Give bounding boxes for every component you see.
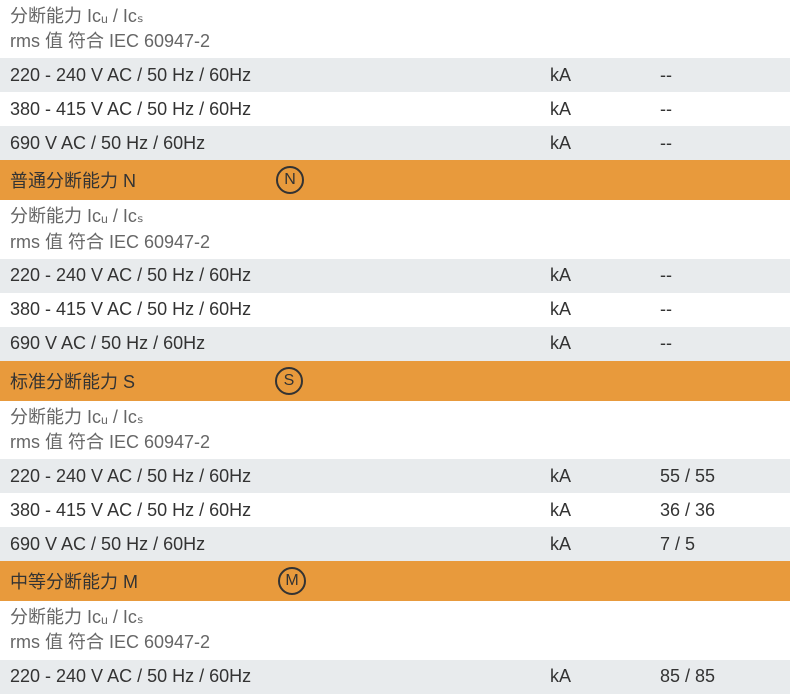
row-value: 7 / 5 [660, 534, 780, 555]
row-unit: kA [550, 466, 660, 487]
table-row: 380 - 415 V AC / 50 Hz / 60Hz kA 36 / 36 [0, 493, 790, 527]
row-label: 380 - 415 V AC / 50 Hz / 60Hz [10, 99, 550, 120]
table-row: 690 V AC / 50 Hz / 60Hz kA -- [0, 327, 790, 361]
row-value: -- [660, 299, 780, 320]
row-value: 55 / 55 [660, 466, 780, 487]
row-label: 380 - 415 V AC / 50 Hz / 60Hz [10, 500, 550, 521]
row-value: -- [660, 265, 780, 286]
n-icon: N [276, 166, 304, 194]
section3-title: 中等分断能力 M [10, 568, 138, 594]
section2-subheader: 分断能力 Iᴄᵤ / Iᴄₛ rms 值 符合 IEC 60947-2 [0, 401, 790, 459]
subheader-line1: 分断能力 Iᴄᵤ / Iᴄₛ [10, 605, 780, 630]
row-label: 220 - 240 V AC / 50 Hz / 60Hz [10, 466, 550, 487]
section1-subheader: 分断能力 Iᴄᵤ / Iᴄₛ rms 值 符合 IEC 60947-2 [0, 200, 790, 258]
subheader-line1: 分断能力 Iᴄᵤ / Iᴄₛ [10, 405, 780, 430]
row-unit: kA [550, 65, 660, 86]
row-value: -- [660, 65, 780, 86]
table-row: 220 - 240 V AC / 50 Hz / 60Hz kA 85 / 85 [0, 660, 790, 694]
m-icon: M [278, 567, 306, 595]
row-value: 85 / 85 [660, 666, 780, 687]
row-unit: kA [550, 500, 660, 521]
table-row: 380 - 415 V AC / 50 Hz / 60Hz kA -- [0, 293, 790, 327]
section3-subheader: 分断能力 Iᴄᵤ / Iᴄₛ rms 值 符合 IEC 60947-2 [0, 601, 790, 659]
row-label: 220 - 240 V AC / 50 Hz / 60Hz [10, 65, 550, 86]
row-unit: kA [550, 265, 660, 286]
row-unit: kA [550, 666, 660, 687]
row-value: 36 / 36 [660, 500, 780, 521]
table-row: 220 - 240 V AC / 50 Hz / 60Hz kA 55 / 55 [0, 459, 790, 493]
section0-subheader: 分断能力 Iᴄᵤ / Iᴄₛ rms 值 符合 IEC 60947-2 [0, 0, 790, 58]
subheader-line1: 分断能力 Iᴄᵤ / Iᴄₛ [10, 4, 780, 29]
row-unit: kA [550, 333, 660, 354]
subheader-line2: rms 值 符合 IEC 60947-2 [10, 29, 780, 54]
row-unit: kA [550, 99, 660, 120]
subheader-line2: rms 值 符合 IEC 60947-2 [10, 230, 780, 255]
row-value: -- [660, 333, 780, 354]
subheader-line2: rms 值 符合 IEC 60947-2 [10, 430, 780, 455]
table-row: 220 - 240 V AC / 50 Hz / 60Hz kA -- [0, 58, 790, 92]
row-unit: kA [550, 133, 660, 154]
section3-header: 中等分断能力 M M [0, 561, 790, 601]
table-row: 380 - 415 V AC / 50 Hz / 60Hz kA -- [0, 92, 790, 126]
section2-title: 标准分断能力 S [10, 368, 135, 394]
subheader-line2: rms 值 符合 IEC 60947-2 [10, 630, 780, 655]
table-row: 220 - 240 V AC / 50 Hz / 60Hz kA -- [0, 259, 790, 293]
table-row: 690 V AC / 50 Hz / 60Hz kA 7 / 5 [0, 527, 790, 561]
s-icon: S [275, 367, 303, 395]
row-value: -- [660, 133, 780, 154]
table-row: 690 V AC / 50 Hz / 60Hz kA -- [0, 126, 790, 160]
row-label: 220 - 240 V AC / 50 Hz / 60Hz [10, 265, 550, 286]
row-label: 690 V AC / 50 Hz / 60Hz [10, 534, 550, 555]
row-label: 690 V AC / 50 Hz / 60Hz [10, 133, 550, 154]
row-label: 690 V AC / 50 Hz / 60Hz [10, 333, 550, 354]
row-value: -- [660, 99, 780, 120]
section1-title: 普通分断能力 N [10, 167, 136, 193]
subheader-line1: 分断能力 Iᴄᵤ / Iᴄₛ [10, 204, 780, 229]
row-label: 380 - 415 V AC / 50 Hz / 60Hz [10, 299, 550, 320]
row-unit: kA [550, 299, 660, 320]
row-label: 220 - 240 V AC / 50 Hz / 60Hz [10, 666, 550, 687]
section2-header: 标准分断能力 S S [0, 361, 790, 401]
row-unit: kA [550, 534, 660, 555]
section1-header: 普通分断能力 N N [0, 160, 790, 200]
